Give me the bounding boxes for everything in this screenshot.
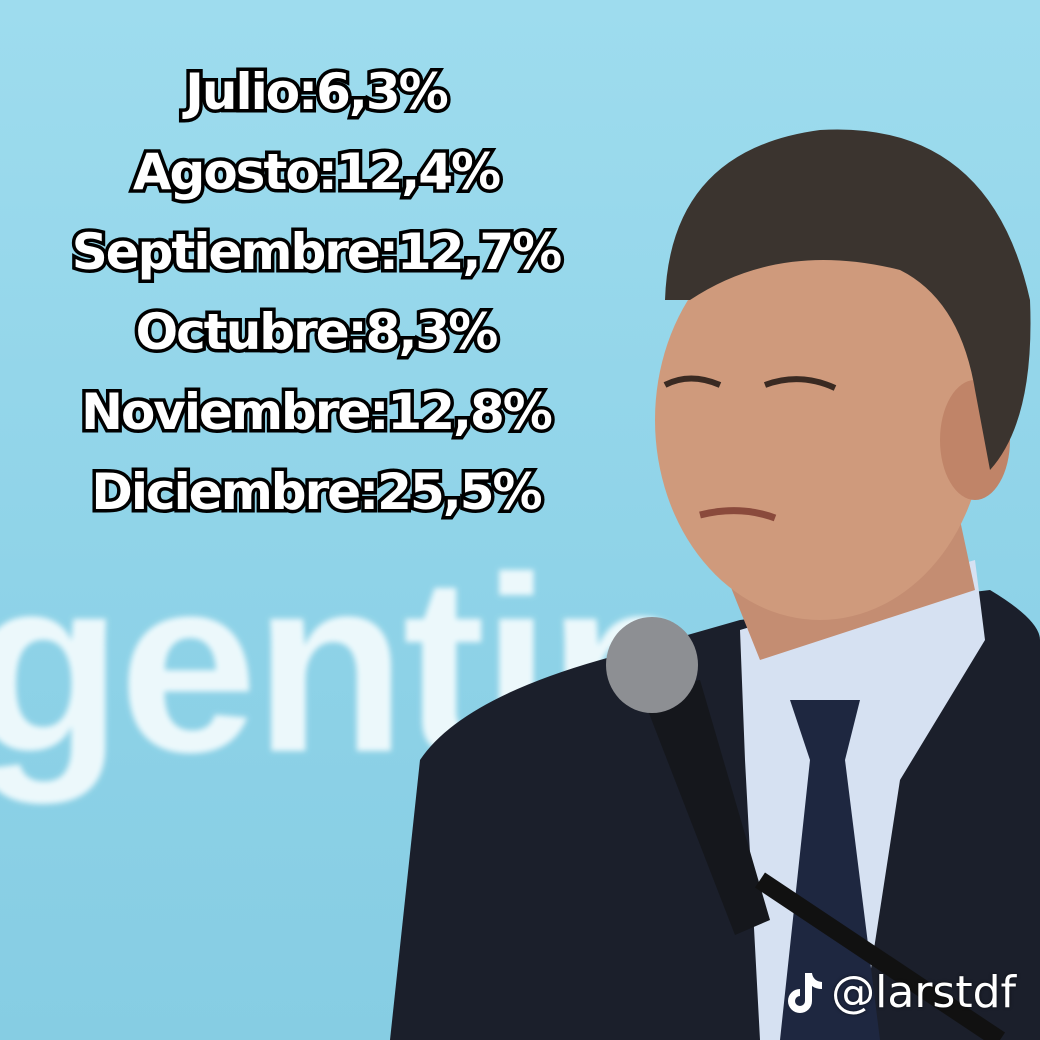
overlay-line: Agosto:12,4%	[129, 140, 504, 205]
text-overlay: Julio:6,3% Agosto:12,4% Septiembre:12,7% Oc…	[0, 52, 632, 532]
watermark-handle: @larstdf	[831, 967, 1016, 1018]
microphone-body	[640, 680, 770, 935]
overlay-line: Diciembre:25,5%	[88, 460, 546, 525]
tie	[780, 700, 880, 1040]
microphone-head	[606, 617, 698, 713]
face	[655, 220, 985, 620]
overlay-line: Septiembre:12,7%	[68, 220, 566, 285]
overlay-line: Julio:6,3%	[182, 60, 453, 125]
tiktok-logo	[788, 972, 823, 1013]
hair	[665, 129, 1031, 470]
overlay-line: Noviembre:12,8%	[78, 380, 557, 445]
watermark: @larstdf	[785, 967, 1016, 1018]
overlay-line: Octubre:8,3%	[132, 300, 502, 365]
